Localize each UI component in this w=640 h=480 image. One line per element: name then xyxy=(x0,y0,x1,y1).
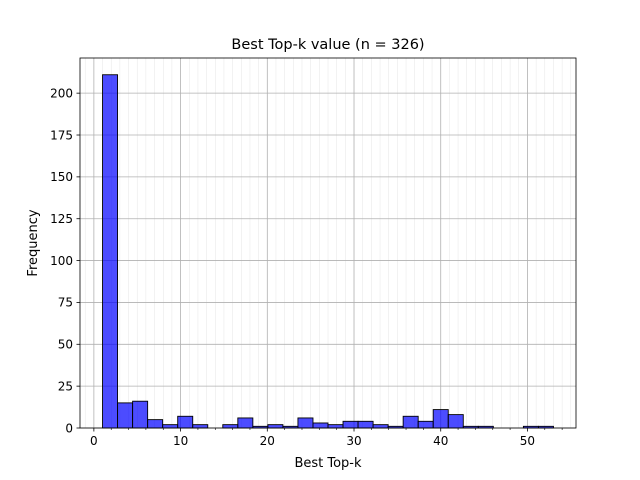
minor-grid xyxy=(84,58,572,428)
histogram-bar xyxy=(117,402,134,429)
x-tick-label: 50 xyxy=(520,434,535,448)
x-axis-label: Best Top-k xyxy=(294,456,362,471)
y-tick-label: 25 xyxy=(58,379,73,393)
histogram-bar xyxy=(372,424,389,429)
x-tick-label: 10 xyxy=(173,434,188,448)
histogram-bars xyxy=(102,74,554,429)
y-tick-label: 175 xyxy=(50,128,73,142)
y-tick-label: 200 xyxy=(50,86,73,100)
histogram-bar xyxy=(417,420,434,429)
y-tick-label: 75 xyxy=(58,296,73,310)
y-tick-label: 100 xyxy=(50,254,73,268)
histogram-bar xyxy=(267,424,284,429)
x-axis-ticks: 0 10 20 30 40 50 xyxy=(90,428,563,448)
y-axis-ticks: 0 25 50 75 100 125 150 175 200 xyxy=(50,86,80,435)
chart-title: Best Top-k value (n = 326) xyxy=(231,37,424,53)
histogram-bar xyxy=(102,74,119,429)
histogram-bar xyxy=(132,400,149,429)
histogram-bar xyxy=(432,409,449,429)
histogram-bar xyxy=(222,424,239,429)
y-tick-label: 0 xyxy=(65,421,73,435)
histogram-bar xyxy=(297,417,314,429)
histogram-bar xyxy=(357,420,374,429)
histogram-bar xyxy=(177,415,194,429)
y-tick-label: 150 xyxy=(50,170,73,184)
y-tick-label: 50 xyxy=(58,338,73,352)
histogram-bar xyxy=(312,422,329,429)
x-tick-label: 0 xyxy=(90,434,98,448)
x-tick-label: 30 xyxy=(346,434,361,448)
y-tick-label: 125 xyxy=(50,212,73,226)
histogram-bar xyxy=(447,414,464,429)
histogram-bar xyxy=(147,419,164,429)
histogram-bar xyxy=(327,424,344,429)
x-tick-label: 20 xyxy=(260,434,275,448)
histogram-bar xyxy=(192,424,209,429)
x-tick-label: 40 xyxy=(433,434,448,448)
histogram-bar xyxy=(342,420,359,429)
histogram-bar xyxy=(237,417,254,429)
y-axis-label: Frequency xyxy=(26,209,41,276)
plot-frame xyxy=(79,57,577,429)
histogram-bar xyxy=(162,424,179,429)
histogram-bar xyxy=(402,415,419,429)
